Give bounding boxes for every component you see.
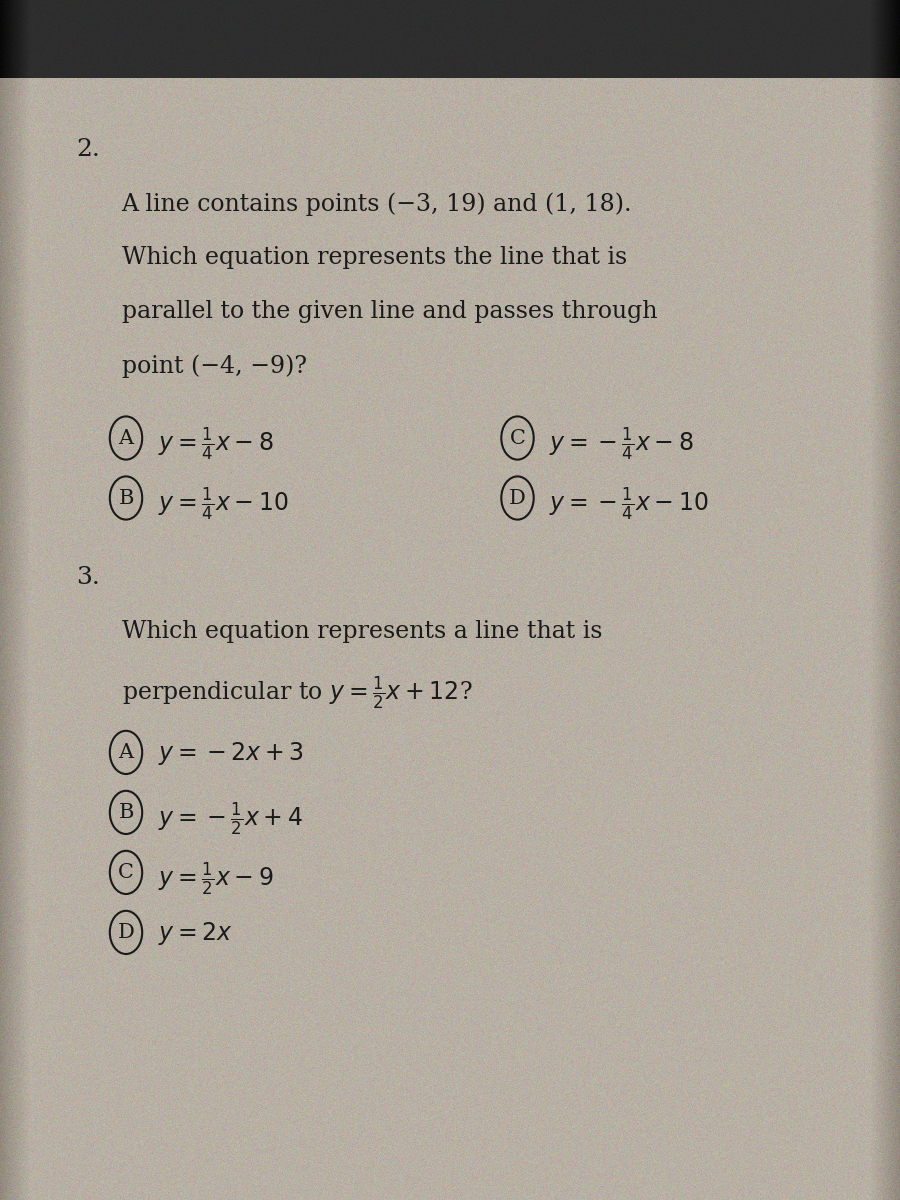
Text: 3.: 3. [76,566,101,589]
Text: C: C [118,863,134,882]
Text: $y = \frac{1}{4}x - 10$: $y = \frac{1}{4}x - 10$ [158,486,288,523]
Text: point (−4, −9)?: point (−4, −9)? [122,354,307,378]
Text: B: B [118,803,134,822]
Text: perpendicular to $y = \frac{1}{2}x + 12$?: perpendicular to $y = \frac{1}{2}x + 12$… [122,674,472,712]
Text: A: A [119,743,133,762]
Text: $y = \frac{1}{4}x - 8$: $y = \frac{1}{4}x - 8$ [158,426,273,463]
Text: $y = 2x$: $y = 2x$ [158,920,232,948]
Text: C: C [509,428,526,448]
Text: B: B [118,488,134,508]
Text: Which equation represents a line that is: Which equation represents a line that is [122,620,602,643]
Text: Which equation represents the line that is: Which equation represents the line that … [122,246,626,269]
Text: A: A [119,428,133,448]
Text: D: D [509,488,526,508]
Text: D: D [118,923,134,942]
Text: $y = -\frac{1}{2}x + 4$: $y = -\frac{1}{2}x + 4$ [158,800,302,838]
Text: $y = -\frac{1}{4}x - 10$: $y = -\frac{1}{4}x - 10$ [549,486,708,523]
Text: $y = \frac{1}{2}x - 9$: $y = \frac{1}{2}x - 9$ [158,860,273,898]
Text: $y = -\frac{1}{4}x - 8$: $y = -\frac{1}{4}x - 8$ [549,426,694,463]
Text: A line contains points (−3, 19) and (1, 18).: A line contains points (−3, 19) and (1, … [122,192,632,216]
Text: $y = -2x + 3$: $y = -2x + 3$ [158,740,303,768]
Text: parallel to the given line and passes through: parallel to the given line and passes th… [122,300,657,323]
Text: 2.: 2. [76,138,101,161]
